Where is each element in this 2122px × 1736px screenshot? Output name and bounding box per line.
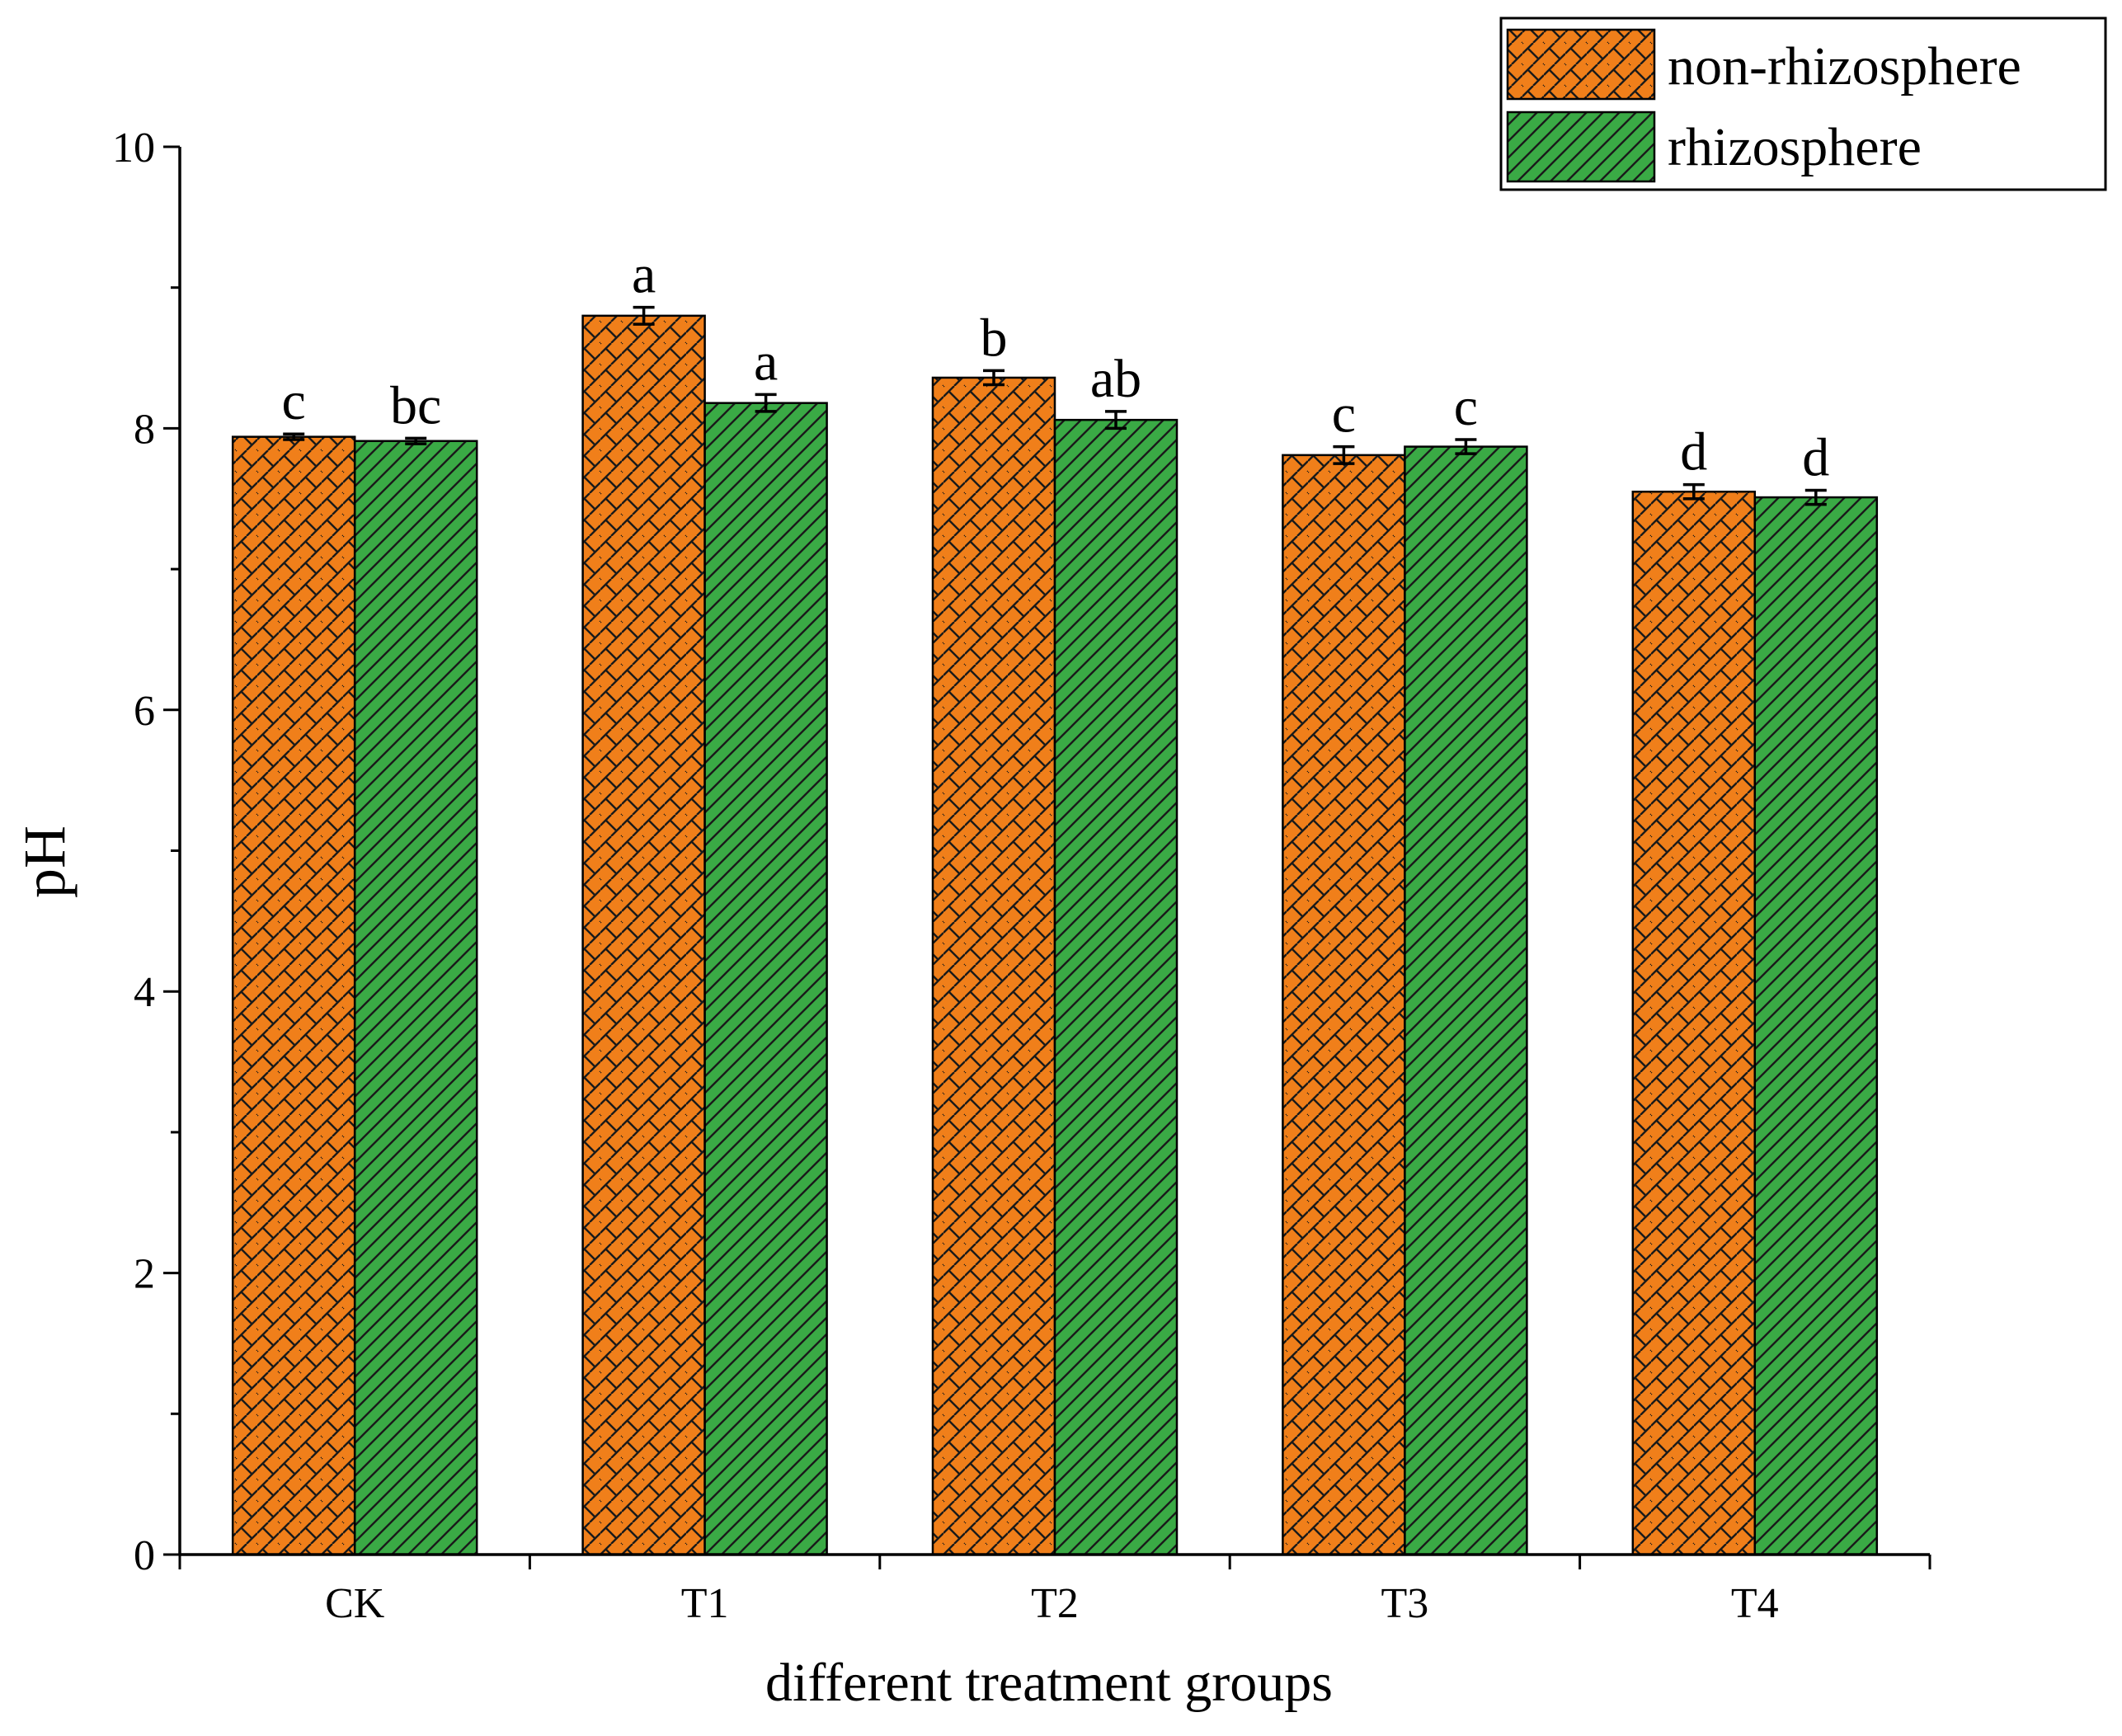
significance-label-rhizosphere-t3: c: [1454, 377, 1478, 437]
legend-swatch-rhizosphere: [1506, 111, 1656, 183]
significance-label-rhizosphere-t4: d: [1802, 428, 1829, 488]
x-tick-label-ck: CK: [325, 1580, 385, 1627]
bar-non-rhizosphere-t2: [931, 376, 1056, 1556]
bar-rhizosphere-t1: [703, 402, 828, 1556]
x-tick-label-t1: T1: [681, 1580, 729, 1627]
error-bar-rhizosphere-ck: [405, 436, 427, 445]
bar-rhizosphere-ck: [353, 440, 478, 1556]
significance-label-non-rhizosphere-t3: c: [1332, 384, 1356, 445]
error-bar-non-rhizosphere-t1: [633, 305, 655, 326]
legend-label-non-rhizosphere: non-rhizosphere: [1668, 36, 2021, 96]
significance-label-non-rhizosphere-t1: a: [632, 245, 656, 305]
legend-swatch-non-rhizosphere: [1506, 28, 1656, 101]
significance-label-rhizosphere-ck: bc: [390, 375, 441, 435]
error-bar-non-rhizosphere-t2: [983, 369, 1005, 387]
bar-non-rhizosphere-t4: [1631, 490, 1757, 1556]
x-axis-title: different treatment groups: [765, 1653, 1333, 1713]
x-tick-label-t2: T2: [1031, 1580, 1079, 1627]
x-tick-label-t4: T4: [1731, 1580, 1779, 1627]
bar-rhizosphere-t2: [1053, 418, 1179, 1556]
significance-label-rhizosphere-t2: ab: [1090, 349, 1141, 409]
error-bar-rhizosphere-t1: [755, 393, 777, 413]
y-tick-label: 6: [134, 688, 155, 735]
bar-non-rhizosphere-t1: [581, 314, 706, 1556]
x-tick-label-t3: T3: [1381, 1580, 1429, 1627]
axes-layer: 0 2 4 6 8 10 CK T1 T2 T3 T4: [112, 125, 1931, 1627]
error-bar-rhizosphere-t4: [1804, 488, 1827, 506]
legend: non-rhizosphere rhizosphere: [1499, 16, 2107, 191]
y-tick-label: 2: [134, 1251, 155, 1298]
error-bar-non-rhizosphere-t4: [1682, 482, 1705, 501]
error-bar-rhizosphere-t3: [1455, 438, 1477, 455]
bar-non-rhizosphere-ck: [231, 435, 356, 1556]
y-tick-label: 10: [112, 125, 155, 172]
error-bar-non-rhizosphere-t3: [1333, 445, 1355, 465]
error-bar-rhizosphere-t2: [1105, 410, 1127, 430]
y-axis-title: pH: [12, 826, 78, 898]
significance-label-non-rhizosphere-t2: b: [981, 308, 1008, 368]
y-tick-label: 0: [134, 1532, 155, 1579]
error-bar-non-rhizosphere-ck: [283, 432, 305, 441]
significance-label-non-rhizosphere-ck: c: [282, 371, 306, 431]
significance-label-non-rhizosphere-t4: d: [1680, 422, 1707, 482]
y-tick-label: 4: [134, 969, 155, 1016]
bar-rhizosphere-t3: [1404, 445, 1528, 1556]
y-tick-label: 8: [134, 406, 155, 453]
bar-non-rhizosphere-t3: [1282, 454, 1406, 1556]
legend-label-rhizosphere: rhizosphere: [1668, 117, 1922, 177]
significance-label-rhizosphere-t1: a: [754, 332, 778, 392]
bar-rhizosphere-t4: [1753, 496, 1879, 1556]
